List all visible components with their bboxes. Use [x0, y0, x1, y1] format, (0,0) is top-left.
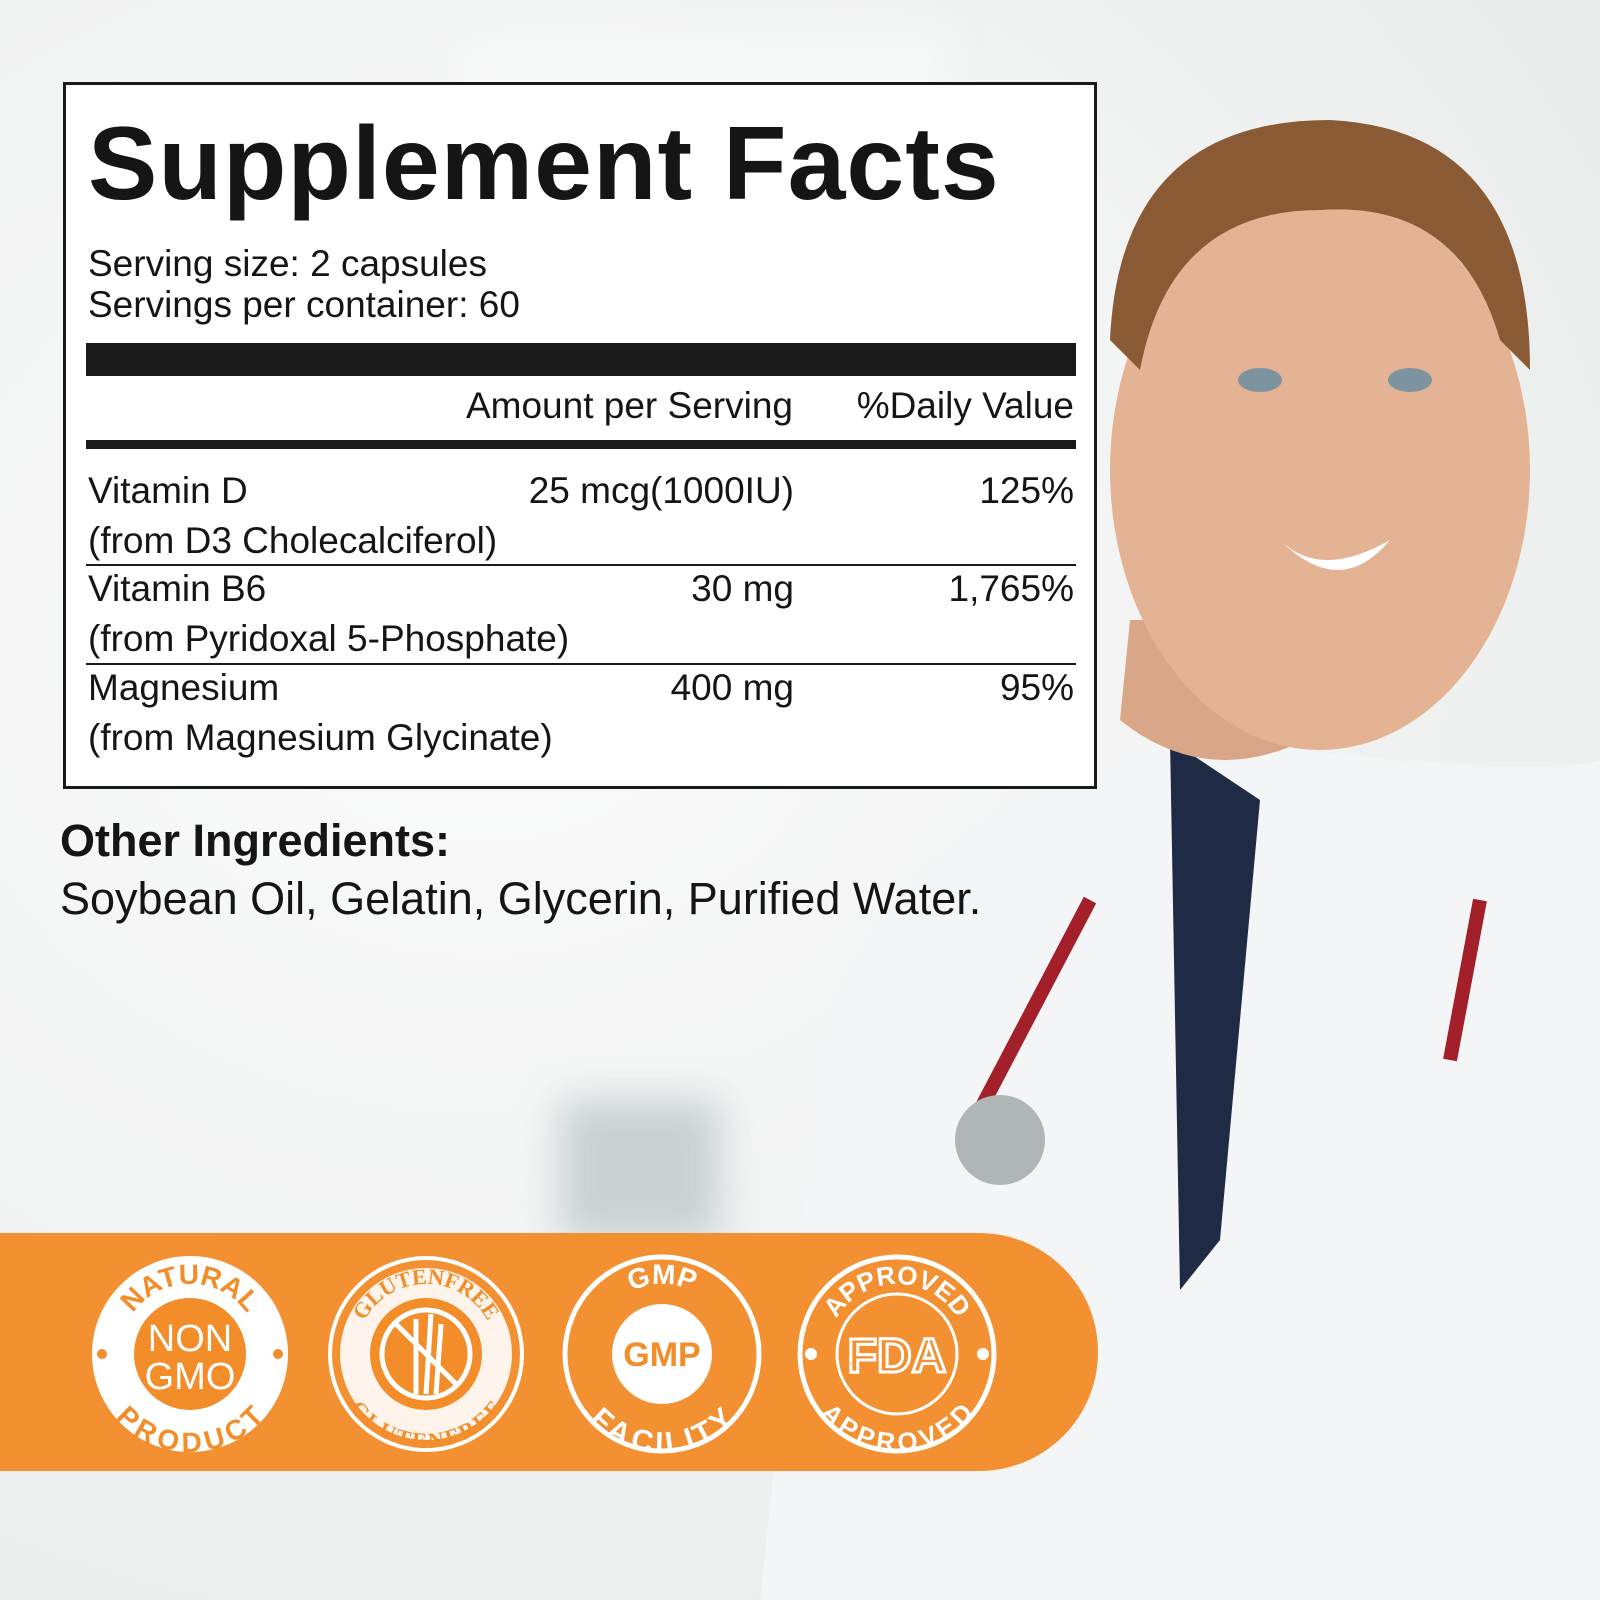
other-ingredients-heading: Other Ingredients:	[60, 815, 451, 866]
svg-text:FDA: FDA	[848, 1330, 947, 1383]
nutrient-name: Vitamin B6	[88, 568, 267, 609]
row-divider	[86, 663, 1076, 665]
other-ingredients-text: Soybean Oil, Gelatin, Glycerin, Purified…	[60, 873, 982, 924]
nutrient-amount: 25 mcg(1000IU)	[528, 470, 794, 511]
wheat-crossed-icon	[379, 1307, 473, 1401]
svg-text:APPROVED: APPROVED	[817, 1259, 977, 1322]
nutrient-dv: 125%	[979, 470, 1074, 511]
svg-text:GMO: GMO	[145, 1356, 236, 1398]
supplement-facts-panel: Supplement Facts Serving size: 2 capsule…	[63, 82, 1097, 789]
svg-text:APPROVED: APPROVED	[815, 1397, 978, 1454]
row-divider	[86, 564, 1076, 566]
non-gmo-badge: NATURAL PRODUCT NON GMO	[92, 1256, 288, 1454]
nutrient-source: (from Pyridoxal 5-Phosphate)	[88, 618, 570, 659]
nutrient-dv: 1,765%	[948, 568, 1075, 609]
nutrient-amount: 30 mg	[691, 568, 794, 609]
gluten-free-badge: GLUTENFREE GLUTENFREE	[328, 1256, 524, 1453]
svg-text:GMP: GMP	[623, 1336, 700, 1374]
nutrient-source: (from D3 Cholecalciferol)	[88, 520, 498, 561]
svg-text:GMP: GMP	[624, 1259, 701, 1296]
servings-per-container: Servings per container: 60	[88, 284, 520, 325]
svg-text:NON: NON	[148, 1318, 232, 1360]
nutrient-name: Magnesium	[88, 667, 280, 708]
panel-title: Supplement Facts	[88, 106, 1000, 222]
nutrient-dv: 95%	[999, 667, 1074, 708]
nutrient-source: (from Magnesium Glycinate)	[88, 717, 553, 758]
svg-text:FACILITY: FACILITY	[584, 1402, 740, 1454]
header-amount: Amount per Serving	[465, 385, 793, 426]
header-daily-value: %Daily Value	[856, 385, 1074, 426]
nutrient-name: Vitamin D	[88, 470, 248, 511]
header-divider	[86, 440, 1076, 449]
gmp-badge: GMP FACILITY GMP	[562, 1254, 762, 1454]
nutrient-amount: 400 mg	[670, 667, 794, 708]
serving-size: Serving size: 2 capsules	[88, 243, 487, 284]
thick-divider	[86, 343, 1076, 376]
fda-approved-badge: APPROVED APPROVED FDA	[797, 1254, 997, 1454]
